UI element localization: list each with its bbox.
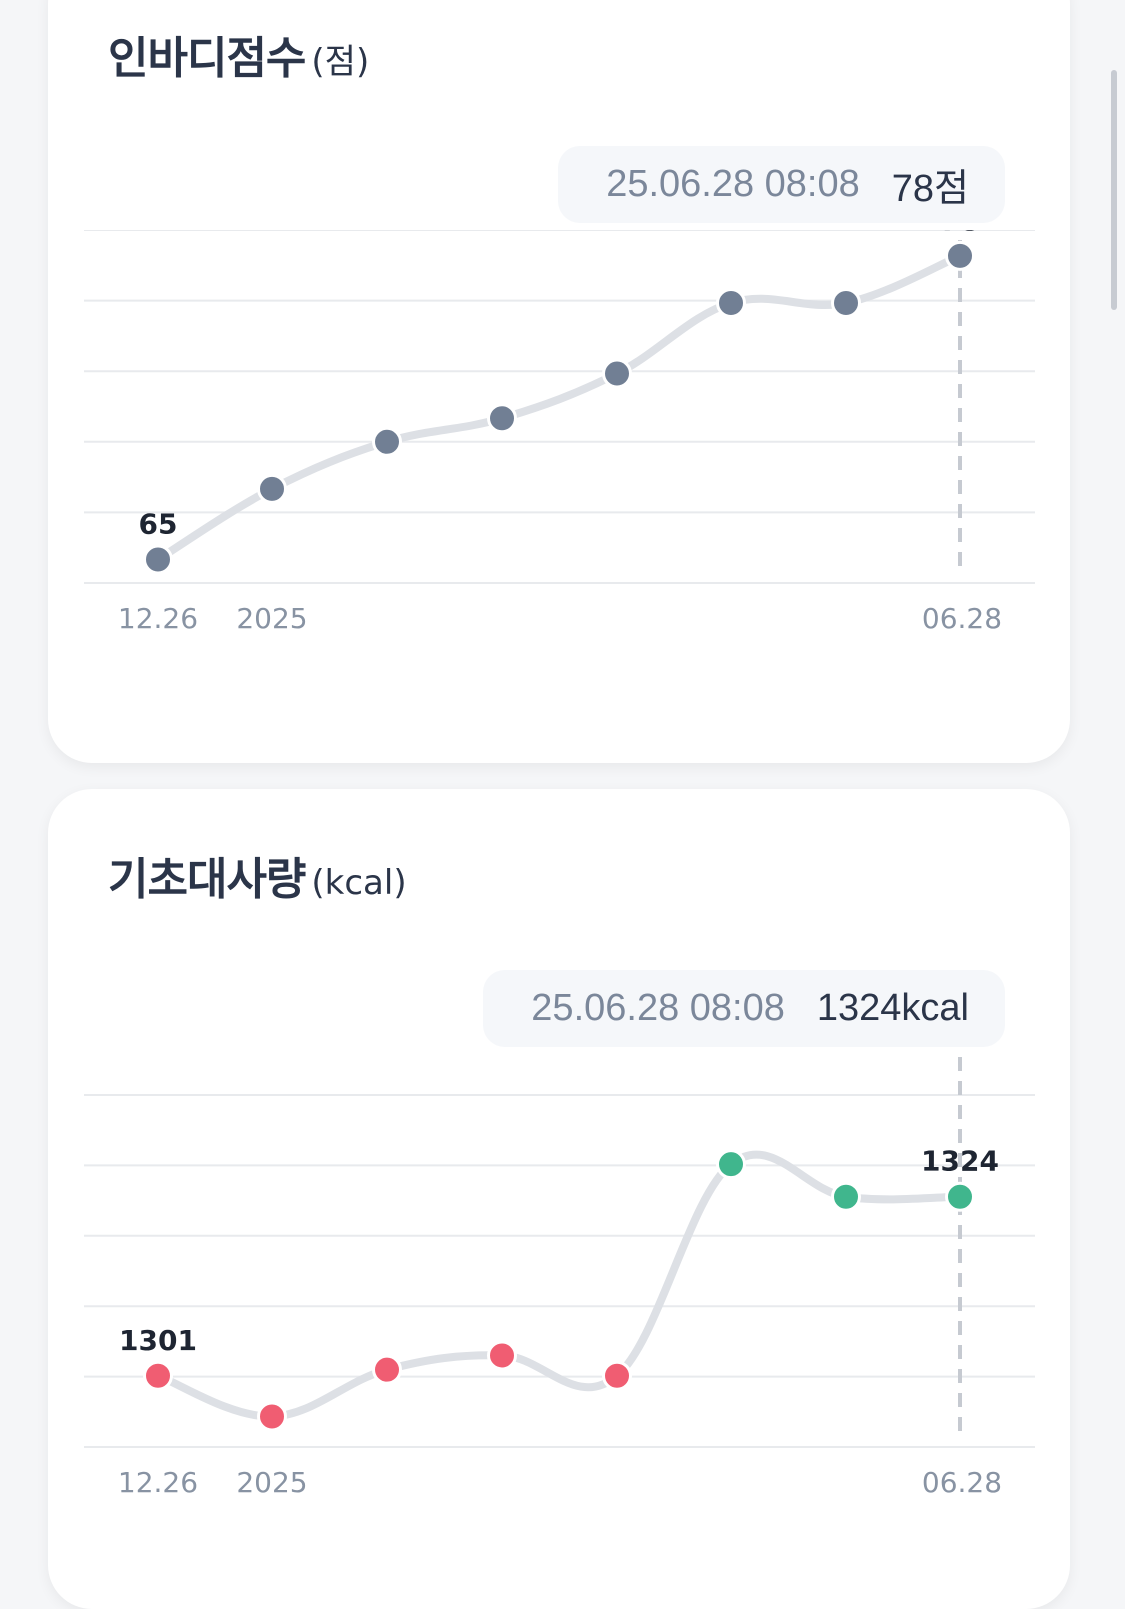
- data-point: [257, 1401, 287, 1432]
- data-point: [831, 1181, 861, 1212]
- data-label: 1301: [119, 1324, 197, 1357]
- data-point: [602, 358, 632, 389]
- data-point: [716, 1149, 746, 1180]
- data-point: [831, 287, 861, 318]
- x-tick-label: 06.28: [922, 1466, 1002, 1499]
- x-tick-label: 2025: [236, 1466, 307, 1499]
- data-label: 65: [139, 507, 178, 540]
- bmr-chart[interactable]: 1301 1324 12.26 2025 06.28: [48, 1049, 1070, 1509]
- data-point: [716, 287, 746, 318]
- tooltip-date: 25.06.28 08:08: [531, 987, 785, 1029]
- inbody-score-title-text: 인바디점수: [108, 33, 306, 84]
- data-point: [602, 1360, 632, 1391]
- x-tick-label: 12.26: [118, 602, 198, 635]
- inbody-score-card: 인바디점수(점) 25.06.28 08:08 78점 65 78 12.26 202…: [48, 0, 1070, 763]
- bmr-tooltip: 25.06.28 08:08 1324kcal: [483, 970, 1005, 1047]
- inbody-score-chart[interactable]: 65 78 12.26 2025 06.28: [48, 230, 1070, 660]
- data-point: [487, 1340, 517, 1371]
- bmr-title: 기초대사량 (kcal): [108, 843, 407, 907]
- data-point: [487, 403, 517, 434]
- data-point: [143, 1360, 173, 1391]
- data-point: [372, 1354, 402, 1385]
- bmr-title-text: 기초대사량: [108, 854, 306, 905]
- tooltip-value: 78점: [891, 168, 969, 210]
- x-tick-label: 06.28: [922, 602, 1002, 635]
- x-tick-label: 12.26: [118, 1466, 198, 1499]
- tooltip-date: 25.06.28 08:08: [606, 163, 860, 205]
- inbody-score-title: 인바디점수 (점): [108, 22, 369, 86]
- bmr-card: 기초대사량 (kcal) 25.06.28 08:08 1324kcal 1301…: [48, 789, 1070, 1609]
- data-point: [945, 1181, 975, 1212]
- tooltip-value: 1324kcal: [816, 987, 969, 1029]
- data-label: 1324: [921, 1145, 999, 1178]
- scrollbar[interactable]: [1111, 70, 1117, 310]
- data-point: [945, 240, 975, 271]
- inbody-score-tooltip: 25.06.28 08:08 78점: [558, 146, 1005, 223]
- data-label: 78: [941, 230, 980, 237]
- bmr-unit: (kcal): [311, 863, 407, 903]
- data-point: [372, 426, 402, 457]
- inbody-score-unit: (점): [311, 42, 370, 82]
- data-point: [257, 473, 287, 504]
- series-line: [154, 1150, 964, 1421]
- x-tick-label: 2025: [236, 602, 307, 635]
- data-point: [143, 544, 173, 575]
